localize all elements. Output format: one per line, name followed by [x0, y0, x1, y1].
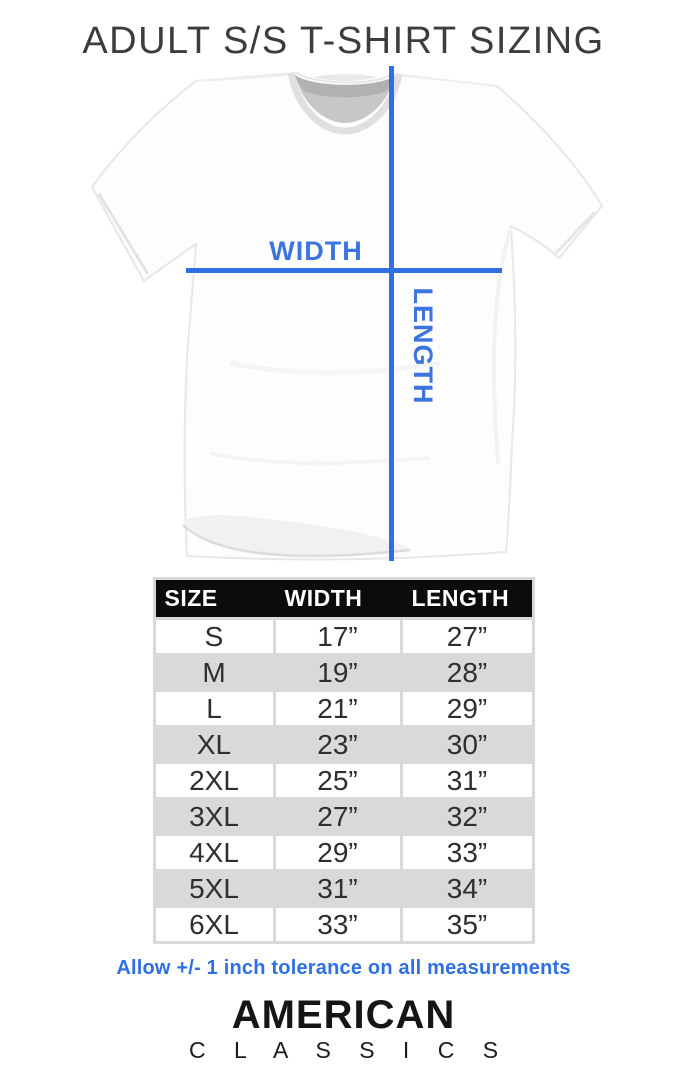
column-header-size: SIZE: [164, 585, 218, 611]
cell-width: 27”: [317, 800, 358, 832]
cell-size: 3XL: [189, 800, 239, 832]
cell-length: 28”: [446, 656, 488, 688]
tolerance-note: Allow +/- 1 inch tolerance on all measur…: [116, 957, 571, 979]
column-header-width: WIDTH: [284, 585, 363, 611]
cell-length: 35”: [402, 908, 532, 941]
length-label: LENGTH: [408, 288, 438, 405]
cell-width: 17”: [275, 620, 400, 653]
length-measure-line: [389, 66, 394, 561]
cell-length: 29”: [402, 692, 532, 725]
tshirt-diagram: WIDTH LENGTH: [0, 63, 687, 563]
size-chart-header: SIZE WIDTH LENGTH: [155, 580, 532, 617]
cell-size: 4XL: [155, 836, 273, 869]
cell-length: 31”: [402, 764, 532, 797]
tshirt-graphic: WIDTH LENGTH: [91, 66, 603, 561]
cell-width: 33”: [275, 908, 400, 941]
tshirt-shape: [91, 72, 603, 561]
cell-length: 30”: [446, 728, 488, 760]
cell-length: 27”: [402, 620, 532, 653]
page-title: ADULT S/S T-SHIRT SIZING: [82, 20, 605, 62]
cell-width: 29”: [275, 836, 400, 869]
cell-size: 5XL: [189, 872, 239, 904]
size-chart-table: SIZE WIDTH LENGTH S 17” 27” M 19” 28” L …: [152, 577, 535, 944]
cell-width: 19”: [317, 656, 358, 688]
cell-width: 21”: [275, 692, 400, 725]
cell-length: 33”: [402, 836, 532, 869]
width-label: WIDTH: [269, 236, 362, 266]
brand-name: AMERICAN: [231, 993, 456, 1037]
cell-size: 2XL: [155, 764, 273, 797]
cell-size: S: [155, 620, 273, 653]
cell-length: 34”: [446, 872, 488, 904]
cell-size: L: [155, 692, 273, 725]
cell-size: 6XL: [155, 908, 273, 941]
cell-width: 23”: [317, 728, 358, 760]
cell-size: XL: [196, 728, 232, 760]
cell-size: M: [202, 656, 226, 688]
brand-logo: AMERICAN C L A S S I C S: [0, 995, 687, 1064]
column-header-length: LENGTH: [411, 585, 510, 611]
tshirt-collar: [287, 72, 403, 135]
brand-subname: C L A S S I C S: [188, 1037, 510, 1063]
cell-length: 32”: [446, 800, 488, 832]
width-measure-line: [186, 268, 502, 273]
cell-width: 25”: [275, 764, 400, 797]
cell-width: 31”: [317, 872, 358, 904]
